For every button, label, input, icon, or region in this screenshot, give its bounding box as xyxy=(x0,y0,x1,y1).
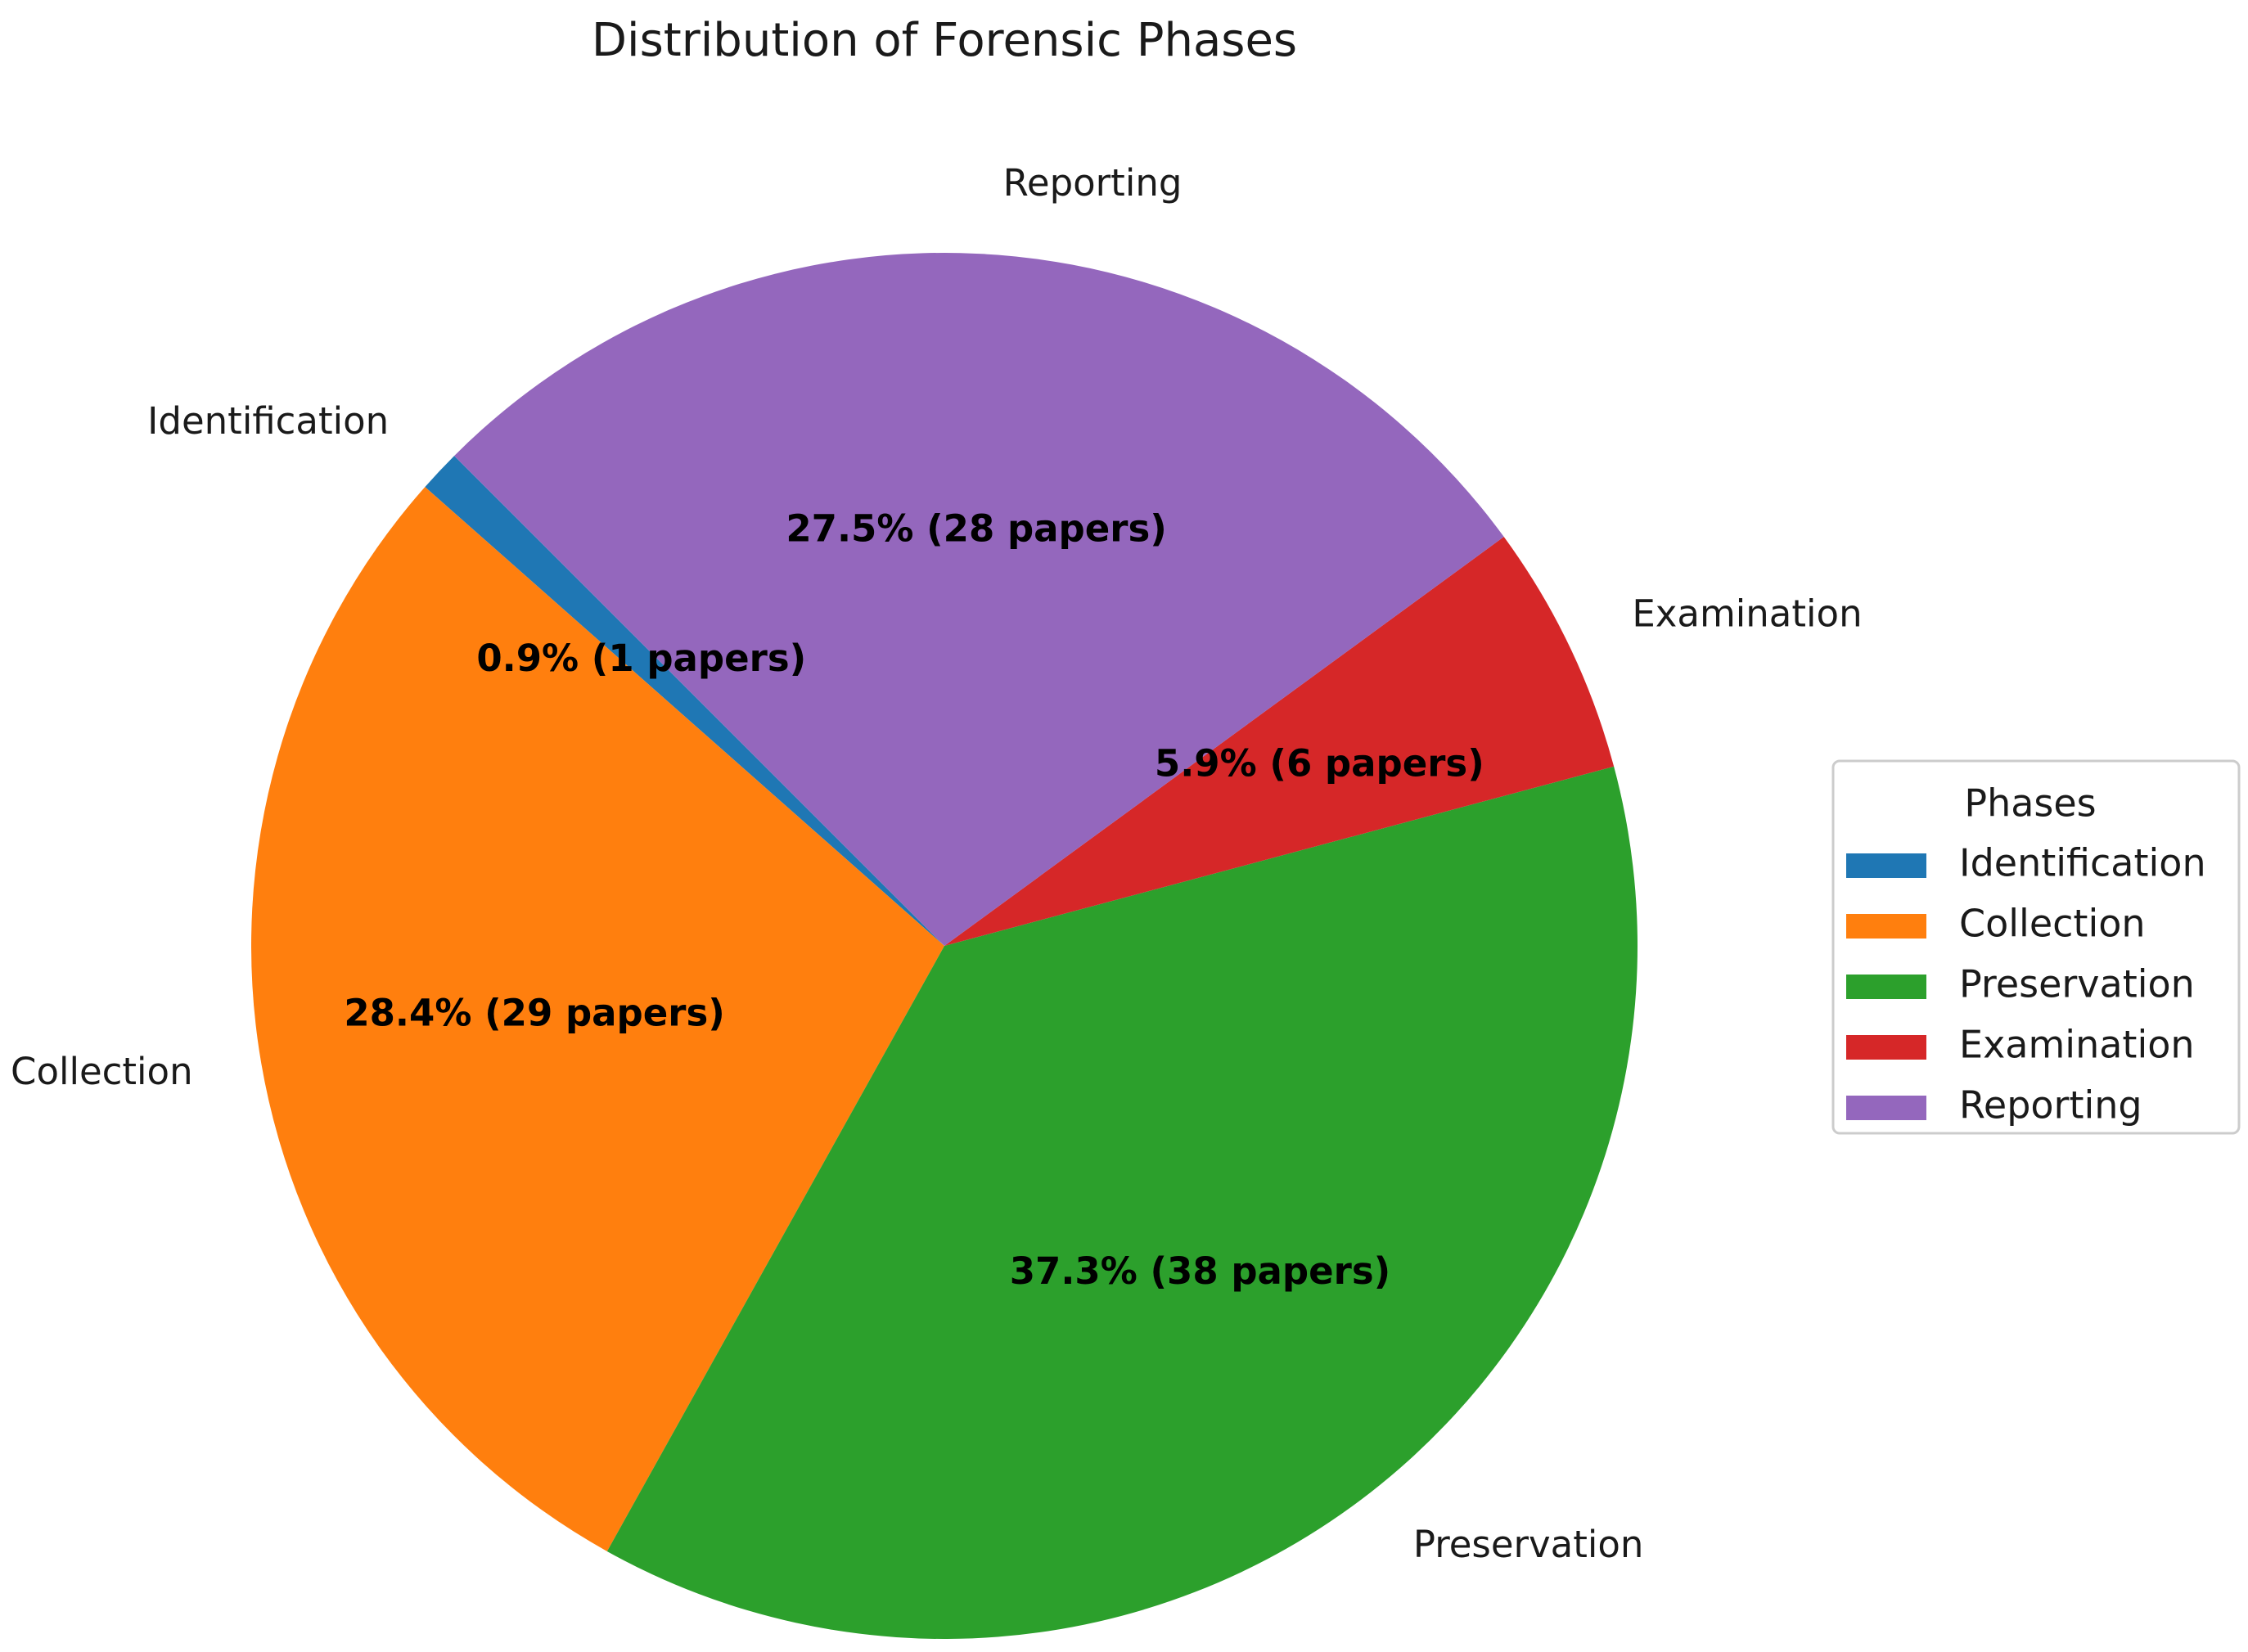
slice-outer-labels: Identification Collection Preservation Exam… xyxy=(11,161,1863,1566)
legend-label-examination: Examination xyxy=(1959,1023,2195,1067)
slice-value-label-reporting: 27.5% (28 papers) xyxy=(786,506,1167,550)
legend-label-reporting: Reporting xyxy=(1959,1083,2142,1128)
pie-slice-preservation xyxy=(606,766,1638,1639)
slice-label-preservation: Preservation xyxy=(1413,1523,1644,1566)
chart-title: Distribution of Forensic Phases xyxy=(592,14,1297,67)
slice-label-reporting: Reporting xyxy=(1003,161,1183,205)
pie-slices xyxy=(251,253,1638,1639)
legend-swatch-examination xyxy=(1846,1035,1926,1060)
pie-slice-examination xyxy=(944,537,1615,946)
slice-value-labels: 0.9% (1 papers) 28.4% (29 papers) 37.3% (3… xyxy=(344,506,1484,1292)
legend-swatch-collection xyxy=(1846,914,1926,939)
legend: Phases Identification Collection Preservat… xyxy=(1831,759,2241,1135)
legend-swatch-preservation xyxy=(1846,975,1926,999)
legend-title: Phases xyxy=(1964,781,2096,826)
legend-swatch-identification xyxy=(1846,853,1926,878)
slice-value-label-examination: 5.9% (6 papers) xyxy=(1155,742,1484,785)
pie-slice-collection xyxy=(251,487,944,1551)
legend-label-collection: Collection xyxy=(1959,902,2146,946)
legend-items: Identification Collection Preservation Exam… xyxy=(1846,841,2206,1128)
slice-value-label-collection: 28.4% (29 papers) xyxy=(344,992,725,1035)
legend-label-identification: Identification xyxy=(1959,841,2206,885)
legend-swatch-reporting xyxy=(1846,1096,1926,1120)
slice-label-examination: Examination xyxy=(1632,592,1862,636)
legend-label-preservation: Preservation xyxy=(1959,962,2195,1006)
slice-label-identification: Identification xyxy=(147,399,389,443)
slice-value-label-identification: 0.9% (1 papers) xyxy=(476,637,806,680)
slice-value-label-preservation: 37.3% (38 papers) xyxy=(1010,1249,1391,1293)
slice-label-collection: Collection xyxy=(11,1050,193,1093)
pie-slice-identification xyxy=(425,456,944,946)
legend-box xyxy=(1831,759,2241,1135)
pie-slice-reporting xyxy=(454,253,1504,946)
